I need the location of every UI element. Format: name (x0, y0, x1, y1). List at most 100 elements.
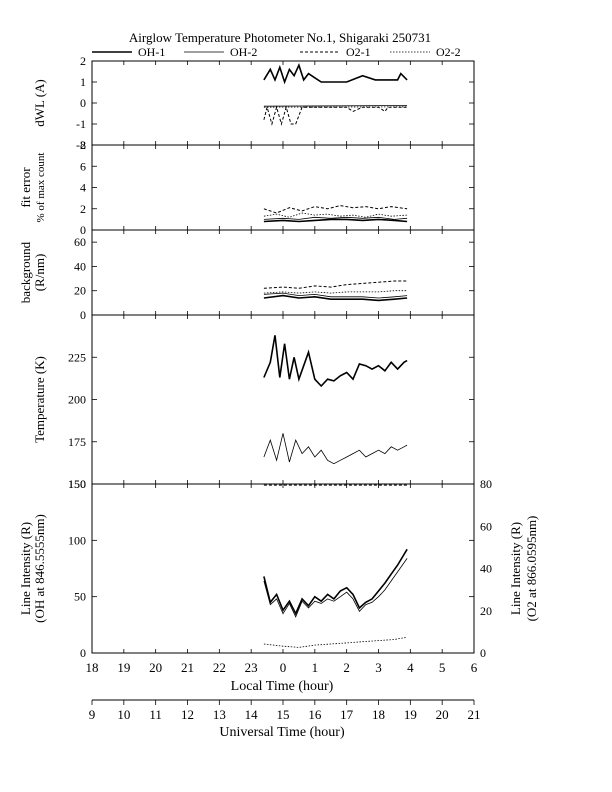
y-tick-label: 8 (80, 138, 86, 152)
ut-tick-label: 20 (436, 707, 449, 722)
legend-label-o2-1: O2-1 (346, 45, 371, 59)
series-line-bg-o2-2 (263, 290, 408, 294)
ut-tick-label: 14 (245, 707, 259, 722)
series-line-temp-oh-1 (263, 335, 408, 388)
series-line-dwl-oh-1 (263, 63, 408, 85)
series-line-fit-oh-1 (263, 218, 408, 223)
universal-time-label: Universal Time (hour) (219, 725, 345, 740)
series-line-int-oh-1 (263, 548, 408, 616)
y-tick-label: 200 (68, 393, 86, 407)
panel-frame-int (91, 483, 475, 654)
ut-tick-label: 19 (404, 707, 417, 722)
panel-frame-temp (91, 314, 475, 485)
series-line-dwl-o2-1 (263, 105, 408, 126)
bottom-axes: 18 19 20 21 22 23 0 1 2 3 4 5 69 10 11 12 13 14 15 16 17 18 19… (86, 660, 481, 722)
panel-temp: 225 200 175 150 Temperature (K) (32, 314, 475, 491)
legend: OH-1 OH-2 O2-1 O2-2 (92, 45, 461, 59)
y-tick-label: 2 (80, 54, 86, 68)
y-tick-label: 0 (80, 646, 86, 660)
ut-tick-label: 16 (308, 707, 322, 722)
panel-frame-bg (91, 229, 475, 316)
local-tick-label: 18 (86, 660, 99, 675)
y-tick-label: 40 (74, 259, 86, 273)
y-axis-label: dWL (A) (32, 79, 47, 127)
figure-title: Airglow Temperature Photometer No.1, Shi… (129, 30, 431, 45)
y-axis-label: (R/nm) (32, 254, 47, 292)
panel-frame-dwl (91, 60, 475, 146)
series-line-bg-o2-1 (263, 280, 408, 289)
ut-tick-label: 21 (468, 707, 481, 722)
y-tick-label: 6 (80, 159, 86, 173)
local-tick-label: 21 (181, 660, 194, 675)
y-tick-label: 4 (80, 181, 86, 195)
y-tick-label: 100 (68, 533, 86, 547)
y-axis-label: % of max count (35, 153, 47, 223)
ut-tick-label: 17 (340, 707, 354, 722)
panel-fit: 8 6 4 2 0 fit error% of max count (18, 138, 475, 237)
y-tick-label: 0 (80, 223, 86, 237)
local-tick-label: 20 (149, 660, 162, 675)
y-tick-label: 0 (80, 308, 86, 322)
ut-tick-label: 10 (117, 707, 130, 722)
y-axis-label: background (18, 241, 33, 303)
y-tick-label: 60 (74, 235, 86, 249)
series-line-fit-o2-1 (263, 205, 408, 214)
local-tick-label: 4 (407, 660, 414, 675)
y-right-tick-label: 0 (480, 646, 486, 660)
y-axis-label: (OH at 846.5555nm) (32, 514, 47, 623)
local-tick-label: 19 (117, 660, 130, 675)
ut-tick-label: 12 (181, 707, 194, 722)
series-line-int-oh-2 (263, 558, 408, 618)
y-tick-label: 225 (68, 350, 86, 364)
series-line-temp-oh-2 (263, 433, 408, 465)
y-axis-label-right: (O2 at 866.0595nm) (524, 516, 539, 622)
local-tick-label: 2 (343, 660, 350, 675)
local-tick-label: 0 (280, 660, 287, 675)
series-line-dwl-oh-2 (263, 105, 408, 107)
y-tick-label: 50 (74, 590, 86, 604)
legend-label-oh-1: OH-1 (138, 45, 165, 59)
y-tick-label: -2 (76, 138, 86, 152)
series-line-fit-o2-2 (263, 212, 408, 218)
series-line-bg-oh-2 (263, 292, 408, 299)
ut-tick-label: 11 (149, 707, 162, 722)
series-line-int-o2-2 (263, 636, 408, 648)
local-tick-label: 3 (375, 660, 382, 675)
legend-label-oh-2: OH-2 (230, 45, 257, 59)
ut-tick-label: 18 (372, 707, 385, 722)
local-time-label: Local Time (hour) (231, 679, 334, 694)
panel-dwl: 2 1 0 -1 -2 dWL (A) (32, 54, 475, 152)
panel-frame-fit (91, 144, 475, 231)
y-tick-label: 1 (80, 75, 86, 89)
legend-label-o2-2: O2-2 (436, 45, 461, 59)
ut-tick-label: 15 (277, 707, 290, 722)
panel-bg: 60 40 20 0 background (R/nm) (18, 229, 475, 322)
y-right-tick-label: 60 (480, 519, 492, 533)
y-tick-label: 0 (80, 96, 86, 110)
ut-tick-label: 9 (89, 707, 96, 722)
y-tick-label: 150 (68, 477, 86, 491)
y-tick-label: 20 (74, 284, 86, 298)
y-axis-label-right: Line Intensity (R) (508, 522, 523, 615)
ut-tick-label: 13 (213, 707, 226, 722)
y-right-tick-label: 80 (480, 477, 492, 491)
series-line-fit-oh-2 (263, 216, 408, 220)
y-right-tick-label: 40 (480, 562, 492, 576)
local-tick-label: 23 (245, 660, 258, 675)
y-tick-label: 150 (68, 477, 86, 491)
y-axis-label: Line Intensity (R) (18, 522, 33, 615)
y-tick-label: 2 (80, 202, 86, 216)
series-line-bg-oh-1 (263, 294, 408, 302)
local-tick-label: 22 (213, 660, 226, 675)
y-axis-label: Temperature (K) (32, 356, 47, 443)
local-tick-label: 5 (439, 660, 446, 675)
local-tick-label: 6 (471, 660, 478, 675)
local-tick-label: 1 (312, 660, 319, 675)
y-axis-label: fit error (18, 167, 33, 208)
y-tick-label: 175 (68, 435, 86, 449)
y-right-tick-label: 20 (480, 604, 492, 618)
y-tick-label: -1 (76, 117, 86, 131)
